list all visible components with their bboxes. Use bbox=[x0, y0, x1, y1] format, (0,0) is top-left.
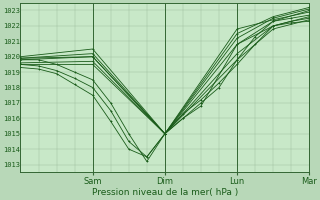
X-axis label: Pression niveau de la mer( hPa ): Pression niveau de la mer( hPa ) bbox=[92, 188, 238, 197]
